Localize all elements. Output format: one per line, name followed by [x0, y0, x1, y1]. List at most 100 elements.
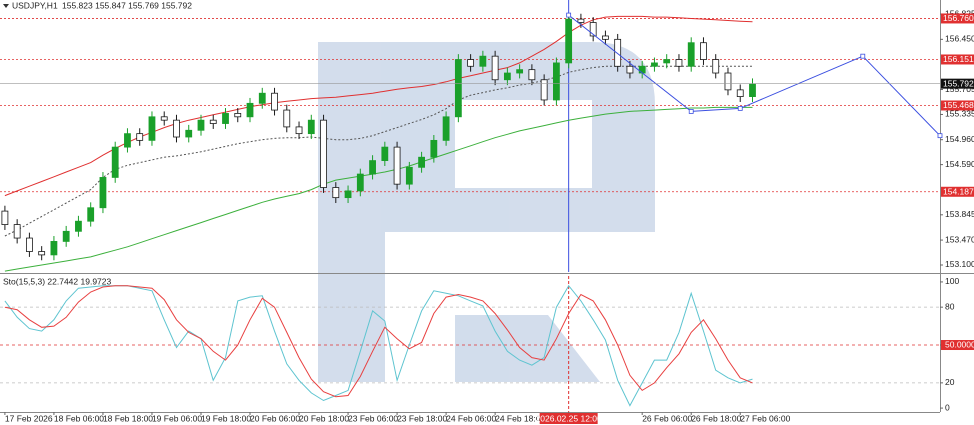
candle-body	[626, 65, 634, 74]
candle-body	[565, 18, 573, 64]
level-label-box	[941, 13, 974, 24]
y-tick-label: 155.335	[945, 109, 974, 119]
candle-body	[528, 69, 536, 81]
level-label: 155.468	[943, 100, 974, 110]
candle-body	[479, 55, 487, 67]
forecast-point	[688, 109, 694, 114]
symbol-title: USDJPY,H1	[12, 0, 58, 10]
candle-body	[307, 119, 315, 135]
level-label-box	[941, 54, 974, 65]
candle-body	[467, 59, 475, 67]
y-tick-label: 154.960	[945, 134, 974, 144]
candle-body	[283, 109, 291, 128]
candle-body	[442, 116, 450, 141]
candle-body	[736, 89, 744, 97]
level-label-box	[941, 340, 974, 351]
candle-body	[491, 55, 499, 81]
menu-arrow	[3, 4, 9, 8]
candle-body	[356, 173, 364, 192]
candle-body	[503, 72, 511, 81]
x-tick-label: 19 Feb 06:00	[152, 413, 202, 423]
candle-body	[749, 83, 756, 97]
candle-body	[222, 113, 229, 124]
forecast-point	[737, 105, 743, 111]
x-tick-label: 17 Feb 2026	[5, 413, 53, 423]
candle-body	[687, 42, 695, 67]
x-tick-label: 19 Feb 18:00	[201, 413, 251, 423]
candle-body	[197, 119, 205, 131]
candle-body	[712, 59, 720, 74]
candle-body	[602, 35, 609, 40]
candle-body	[332, 187, 340, 199]
candle-body	[234, 113, 242, 118]
candle-body	[651, 62, 658, 67]
candle-body	[577, 18, 585, 23]
x-tick-label: 2026.02.25 12:00	[536, 413, 602, 423]
x-tick-label: 18 Feb 06:00	[54, 413, 104, 423]
candle-body	[295, 126, 303, 135]
watermark	[318, 42, 655, 382]
y-tick-label: 156.825	[945, 8, 974, 18]
x-tick-label: 20 Feb 06:00	[250, 413, 300, 423]
x-tick-label: 24 Feb 06:00	[446, 413, 496, 423]
candle-body	[381, 146, 389, 161]
watermark-leg	[455, 315, 600, 382]
candle-body	[344, 190, 352, 199]
forecast-point	[860, 53, 866, 59]
candle-body	[99, 177, 107, 209]
y-tick-label: 153.100	[945, 259, 974, 269]
current-price-box	[941, 78, 974, 89]
candle-body	[271, 92, 278, 111]
candle-body	[13, 224, 21, 239]
candle-body	[50, 241, 58, 256]
plot-layer	[0, 0, 943, 412]
candle-body	[540, 79, 548, 101]
candle-body	[38, 251, 46, 256]
x-tick-label: 27 Feb 06:00	[740, 413, 790, 423]
candle-body	[87, 207, 95, 222]
candle-body	[700, 42, 707, 60]
y-tick-label: 154.590	[945, 159, 974, 169]
level-label: 154.187	[943, 187, 974, 197]
level-label-box	[941, 100, 974, 111]
candle-body	[136, 133, 144, 141]
candle-body	[663, 59, 671, 64]
x-tick-label: 23 Feb 06:00	[348, 413, 398, 423]
candle-body	[430, 139, 438, 158]
x-tick-label: 23 Feb 18:00	[397, 413, 447, 423]
x-tick-label: 26 Feb 06:00	[642, 413, 692, 423]
y-tick-label: 0	[945, 402, 950, 412]
watermark-bowl	[385, 42, 655, 232]
candle-body	[553, 62, 560, 101]
series-line	[4, 106, 753, 272]
y-tick-label: 153.470	[945, 234, 974, 244]
y-tick-label: 153.845	[945, 209, 974, 219]
y-tick-label: 155.705	[945, 84, 974, 94]
candle-body	[516, 69, 524, 74]
candle-body	[1, 210, 9, 225]
x-tick-label: 24 Feb 18:00	[495, 413, 545, 423]
indicator-title: Sto(15,5,3) 22.7442 19.9723	[3, 276, 111, 286]
candle-body	[724, 72, 732, 91]
candle-body	[75, 220, 82, 232]
level-label: 156.151	[943, 54, 974, 64]
level-label-box	[941, 186, 974, 197]
candle-body	[675, 59, 683, 67]
candle-body	[173, 119, 180, 138]
candle-body	[405, 166, 413, 185]
y-tick-label: 50.0000	[945, 339, 974, 349]
candle-body	[418, 156, 425, 168]
level-label: 156.760	[943, 13, 974, 23]
candle-body	[393, 146, 401, 185]
candle-body	[62, 230, 70, 242]
series-line	[4, 285, 753, 398]
candle-body	[614, 38, 622, 67]
candle-body	[209, 119, 217, 124]
candle-body	[320, 119, 327, 188]
candle-body	[369, 160, 376, 175]
y-tick-label: 156.450	[945, 34, 974, 44]
candle-body	[26, 237, 33, 252]
candle-body	[638, 65, 646, 74]
candle-body	[185, 129, 193, 138]
